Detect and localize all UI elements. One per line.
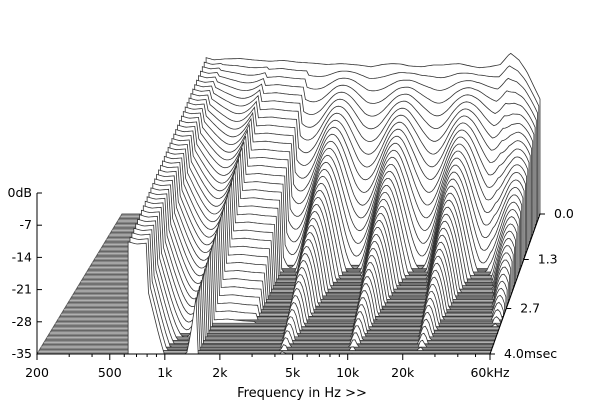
x-tick-label: 500 — [98, 365, 122, 380]
time-tick-labels: 0.0 1.3 2.7 4.0msec — [504, 206, 574, 361]
y-axis — [36, 192, 42, 355]
x-tick-label: 60kHz — [470, 365, 510, 380]
time-axis-line — [489, 213, 541, 355]
y-tick-label: -14 — [12, 249, 32, 264]
time-tick-label: 0.0 — [554, 206, 574, 221]
time-tick-label: 1.3 — [538, 252, 558, 267]
x-tick-label: 2k — [212, 365, 228, 380]
y-tick-label: -7 — [20, 217, 32, 232]
y-tick-label: -35 — [12, 346, 32, 361]
time-tick-label: 4.0msec — [504, 346, 557, 361]
y-tick-label: 0dB — [8, 185, 32, 200]
decay-slices — [127, 52, 541, 355]
y-tick-label: -28 — [12, 314, 32, 329]
x-tick-labels: 200 500 1k 2k 5k 10k 20k 60kHz — [25, 365, 510, 380]
x-tick-label: 1k — [157, 365, 173, 380]
x-tick-label: 200 — [25, 365, 49, 380]
y-tick-labels: 0dB -7 -14 -21 -28 -35 — [8, 185, 33, 361]
y-tick-label: -21 — [12, 282, 32, 297]
x-tick-label: 5k — [285, 365, 301, 380]
x-axis — [36, 353, 491, 360]
time-axis — [489, 213, 545, 355]
time-tick-label: 2.7 — [520, 301, 540, 316]
x-axis-title: Frequency in Hz >> — [237, 386, 367, 401]
x-tick-label: 20k — [391, 365, 415, 380]
x-tick-label: 10k — [336, 365, 360, 380]
